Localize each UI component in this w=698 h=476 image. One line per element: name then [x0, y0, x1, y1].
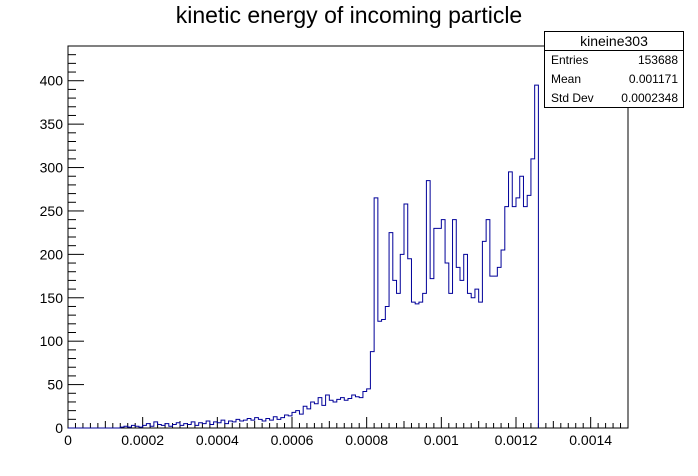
- y-axis: 0 50 100 150 200 250 300 350 400: [40, 45, 84, 436]
- stats-box-title: kineine303: [545, 32, 683, 51]
- histogram-line: [68, 84, 539, 429]
- x-tick-label: 0.0006: [271, 432, 314, 448]
- x-tick-label: 0.0004: [196, 432, 239, 448]
- chart-title: kinetic energy of incoming particle: [175, 2, 523, 28]
- stats-row-entries: Entries 153688: [545, 51, 683, 70]
- stats-row-mean: Mean 0.001171: [545, 70, 683, 89]
- x-tick-label: 0.0002: [121, 432, 164, 448]
- stats-label: Std Dev: [551, 91, 594, 105]
- y-tick-label: 50: [47, 377, 63, 393]
- x-tick-label: 0: [64, 432, 72, 448]
- x-axis: 0 0.0002 0.0004 0.0006 0.0008 0.001 0.0012 0.00…: [64, 417, 629, 448]
- stats-box: kineine303 Entries 153688 Mean 0.001171 …: [544, 31, 684, 108]
- stats-label: Entries: [551, 53, 589, 67]
- x-tick-label: 0.001: [424, 432, 459, 448]
- stats-value: 0.0002348: [621, 91, 678, 105]
- y-tick-label: 350: [40, 116, 64, 132]
- y-tick-label: 300: [40, 160, 64, 176]
- stats-row-stddev: Std Dev 0.0002348: [545, 89, 683, 108]
- stats-value: 153688: [637, 53, 678, 67]
- stats-label: Mean: [551, 72, 582, 86]
- y-tick-label: 0: [55, 420, 63, 436]
- y-tick-label: 150: [40, 290, 64, 306]
- x-tick-label: 0.0014: [569, 432, 612, 448]
- x-tick-label: 0.0008: [345, 432, 388, 448]
- y-tick-label: 100: [40, 333, 64, 349]
- x-tick-label: 0.0012: [495, 432, 538, 448]
- y-tick-label: 400: [40, 73, 64, 89]
- stats-value: 0.001171: [628, 72, 678, 86]
- y-tick-label: 200: [40, 246, 64, 262]
- y-tick-label: 250: [40, 203, 64, 219]
